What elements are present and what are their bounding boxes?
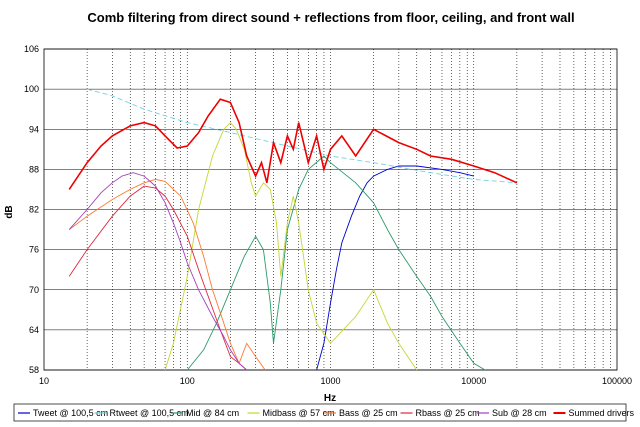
x-axis-label: Hz: [324, 393, 336, 404]
y-axis-label: dB: [4, 205, 15, 218]
plot-frame: [43, 48, 618, 371]
legend-entry: Tweet @ 100,5 cm: [33, 408, 108, 418]
series-line: [86, 88, 517, 184]
series-line: [68, 98, 518, 190]
axes: 58 64 70 76 82 88 94 100 106 10 100 1000 10000 100000: [24, 44, 632, 386]
legend-entry: Mid @ 84 cm: [186, 408, 239, 418]
y-tick-label: 100: [24, 84, 39, 94]
legend-entry: Sub @ 28 cm: [492, 408, 547, 418]
legend-entry: Bass @ 25 cm: [339, 408, 398, 418]
series-lines: [68, 88, 518, 371]
series-line: [186, 155, 486, 371]
x-tick-label: 10000: [461, 376, 486, 386]
chart-title: Comb filtering from direct sound + refle…: [87, 10, 574, 25]
y-tick-label: 70: [29, 285, 39, 295]
y-tick-label: 58: [29, 365, 39, 375]
grid: [44, 48, 617, 371]
series-line: [316, 165, 474, 371]
legend-entry: Summed drivers: [569, 408, 635, 418]
x-tick-label: 100: [180, 376, 195, 386]
x-tick-label: 1000: [320, 376, 340, 386]
y-tick-label: 88: [29, 164, 39, 174]
y-tick-label: 76: [29, 245, 39, 255]
series-line: [68, 185, 247, 371]
y-tick-label: 94: [29, 124, 39, 134]
y-tick-label: 82: [29, 205, 39, 215]
series-line: [68, 172, 247, 371]
legend-box: [13, 403, 627, 422]
legend-entry: Rtweet @ 100,5 cm: [110, 408, 189, 418]
x-tick-label: 100000: [602, 376, 632, 386]
x-tick-label: 10: [39, 376, 49, 386]
legend-entry: Midbass @ 57 cm: [263, 408, 335, 418]
y-tick-label: 106: [24, 44, 39, 54]
y-tick-label: 64: [29, 325, 39, 335]
series-line: [164, 121, 418, 371]
legend-entry: Rbass @ 25 cm: [416, 408, 480, 418]
series-line: [68, 178, 266, 371]
